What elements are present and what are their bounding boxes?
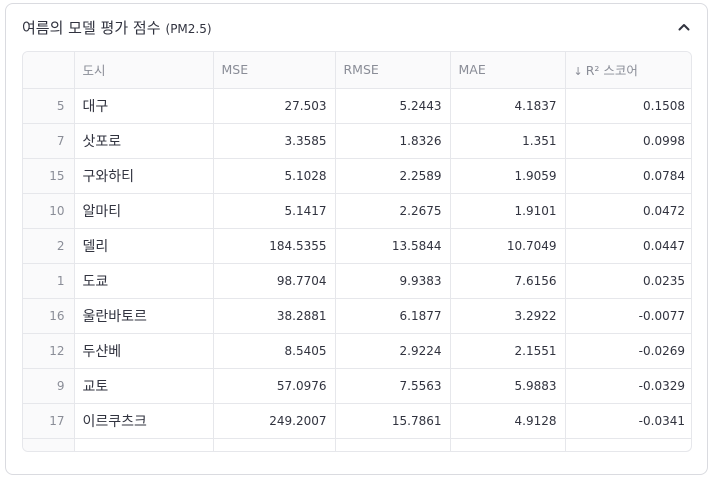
- table-row[interactable]: 7 삿포로 3.3585 1.8326 1.351 0.0998: [23, 123, 691, 159]
- cell-mse[interactable]: 38.2881: [213, 298, 336, 334]
- cell-mse[interactable]: 249.2007: [213, 403, 336, 439]
- row-index: [23, 438, 75, 451]
- cell-mae[interactable]: 1.9101: [450, 193, 566, 229]
- table-row[interactable]: 2 델리 184.5355 13.5844 10.7049 0.0447: [23, 228, 691, 264]
- cell-rmse[interactable]: 13.5844: [335, 228, 451, 264]
- table-row[interactable]: 17 이르쿠츠크 249.2007 15.7861 4.9128 -0.0341: [23, 403, 691, 439]
- header-city[interactable]: 도시: [74, 52, 214, 89]
- cell-mae[interactable]: 3.2922: [450, 298, 566, 334]
- cell-rmse[interactable]: 15.7861: [335, 403, 451, 439]
- row-index: 17: [23, 403, 75, 439]
- cell-mae[interactable]: 5.9883: [450, 368, 566, 404]
- cell-mse[interactable]: 8.5405: [213, 333, 336, 369]
- expander-header[interactable]: 여름의 모델 평가 점수 (PM2.5): [6, 4, 707, 50]
- cell-city[interactable]: 알마티: [74, 193, 214, 229]
- cell-r2[interactable]: 0.1508: [565, 88, 691, 124]
- cell-rmse[interactable]: [335, 438, 451, 451]
- cell-mse[interactable]: 98.7704: [213, 263, 336, 299]
- cell-city[interactable]: 울란바토르: [74, 298, 214, 334]
- cell-city[interactable]: 도쿄: [74, 263, 214, 299]
- header-mae[interactable]: MAE: [450, 52, 566, 89]
- cell-rmse[interactable]: 2.9224: [335, 333, 451, 369]
- cell-mse[interactable]: 5.1028: [213, 158, 336, 194]
- expander-title-subtitle: (PM2.5): [165, 21, 212, 36]
- table-row[interactable]: 9 교토 57.0976 7.5563 5.9883 -0.0329: [23, 368, 691, 404]
- cell-city[interactable]: 이르쿠츠크: [74, 403, 214, 439]
- arrow-down-icon: ↓: [573, 65, 583, 79]
- cell-city[interactable]: 두샨베: [74, 333, 214, 369]
- table-header-row: 도시 MSE RMSE MAE ↓ R² 스코어: [23, 52, 691, 89]
- cell-r2[interactable]: 0.0472: [565, 193, 691, 229]
- header-mse[interactable]: MSE: [213, 52, 336, 89]
- cell-mae[interactable]: 7.6156: [450, 263, 566, 299]
- table-row[interactable]: 1 도쿄 98.7704 9.9383 7.6156 0.0235: [23, 263, 691, 299]
- table-row-partial[interactable]: [23, 438, 691, 451]
- expander-panel: 여름의 모델 평가 점수 (PM2.5) 도시 MSE RMSE MAE ↓ R²…: [5, 3, 708, 475]
- header-r2-label: R² 스코어: [585, 63, 638, 79]
- row-index: 10: [23, 193, 75, 229]
- table-row[interactable]: 10 알마티 5.1417 2.2675 1.9101 0.0472: [23, 193, 691, 229]
- header-r2[interactable]: ↓ R² 스코어: [565, 52, 691, 89]
- table-row[interactable]: 12 두샨베 8.5405 2.9224 2.1551 -0.0269: [23, 333, 691, 369]
- cell-mae[interactable]: 4.9128: [450, 403, 566, 439]
- cell-mse[interactable]: [213, 438, 336, 451]
- cell-mae[interactable]: [450, 438, 566, 451]
- data-table[interactable]: 도시 MSE RMSE MAE ↓ R² 스코어 5 대구 27.503 5.24…: [22, 51, 692, 452]
- expander-title-text: 여름의 모델 평가 점수: [22, 18, 161, 37]
- cell-mae[interactable]: 1.9059: [450, 158, 566, 194]
- table-row[interactable]: 15 구와하티 5.1028 2.2589 1.9059 0.0784: [23, 158, 691, 194]
- cell-r2[interactable]: 0.0998: [565, 123, 691, 159]
- row-index: 1: [23, 263, 75, 299]
- cell-rmse[interactable]: 1.8326: [335, 123, 451, 159]
- cell-rmse[interactable]: 9.9383: [335, 263, 451, 299]
- cell-mae[interactable]: 4.1837: [450, 88, 566, 124]
- row-index: 9: [23, 368, 75, 404]
- expander-title: 여름의 모델 평가 점수 (PM2.5): [22, 17, 212, 38]
- cell-mse[interactable]: 57.0976: [213, 368, 336, 404]
- table-row[interactable]: 5 대구 27.503 5.2443 4.1837 0.1508: [23, 88, 691, 124]
- cell-city[interactable]: 삿포로: [74, 123, 214, 159]
- cell-mae[interactable]: 10.7049: [450, 228, 566, 264]
- cell-city[interactable]: 델리: [74, 228, 214, 264]
- row-index: 7: [23, 123, 75, 159]
- cell-mse[interactable]: 27.503: [213, 88, 336, 124]
- cell-mse[interactable]: 184.5355: [213, 228, 336, 264]
- chevron-up-icon[interactable]: [677, 20, 691, 34]
- cell-mse[interactable]: 3.3585: [213, 123, 336, 159]
- cell-mse[interactable]: 5.1417: [213, 193, 336, 229]
- row-index: 12: [23, 333, 75, 369]
- row-index: 5: [23, 88, 75, 124]
- cell-r2[interactable]: -0.0269: [565, 333, 691, 369]
- row-index: 16: [23, 298, 75, 334]
- table-row[interactable]: 16 울란바토르 38.2881 6.1877 3.2922 -0.0077: [23, 298, 691, 334]
- cell-rmse[interactable]: 6.1877: [335, 298, 451, 334]
- row-index: 15: [23, 158, 75, 194]
- cell-rmse[interactable]: 7.5563: [335, 368, 451, 404]
- cell-rmse[interactable]: 2.2589: [335, 158, 451, 194]
- cell-city[interactable]: 대구: [74, 88, 214, 124]
- cell-rmse[interactable]: 5.2443: [335, 88, 451, 124]
- cell-mae[interactable]: 2.1551: [450, 333, 566, 369]
- cell-city[interactable]: 교토: [74, 368, 214, 404]
- cell-city[interactable]: [74, 438, 214, 451]
- cell-r2[interactable]: -0.0329: [565, 368, 691, 404]
- cell-r2[interactable]: 0.0447: [565, 228, 691, 264]
- header-rmse[interactable]: RMSE: [335, 52, 451, 89]
- row-index: 2: [23, 228, 75, 264]
- cell-r2[interactable]: 0.0784: [565, 158, 691, 194]
- cell-rmse[interactable]: 2.2675: [335, 193, 451, 229]
- cell-r2[interactable]: -0.0341: [565, 403, 691, 439]
- cell-r2[interactable]: -0.0077: [565, 298, 691, 334]
- header-index[interactable]: [23, 52, 75, 89]
- cell-mae[interactable]: 1.351: [450, 123, 566, 159]
- cell-r2[interactable]: [565, 438, 691, 451]
- cell-r2[interactable]: 0.0235: [565, 263, 691, 299]
- cell-city[interactable]: 구와하티: [74, 158, 214, 194]
